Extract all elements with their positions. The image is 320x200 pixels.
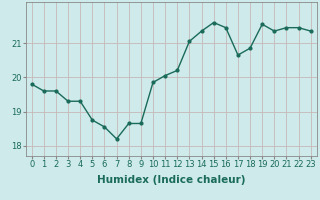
- X-axis label: Humidex (Indice chaleur): Humidex (Indice chaleur): [97, 175, 245, 185]
